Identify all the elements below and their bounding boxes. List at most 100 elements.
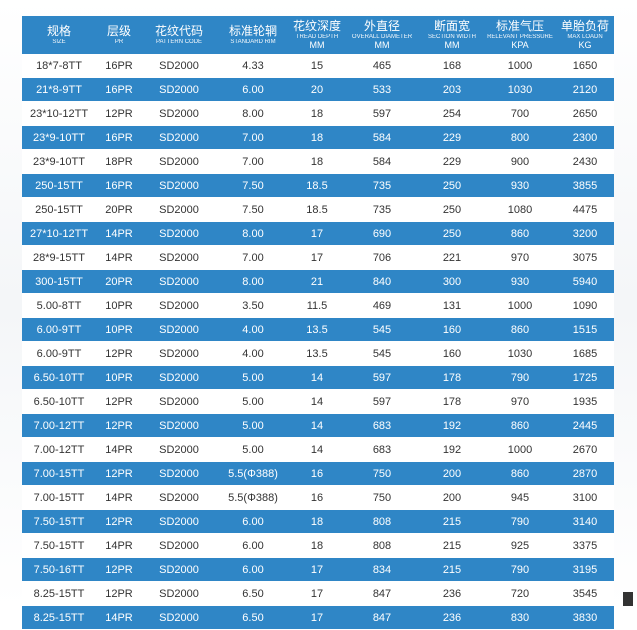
table-cell: 14PR [96,222,142,246]
table-cell: 17 [290,222,344,246]
table-cell: 23*10-12TT [22,102,96,126]
table-cell: 2120 [556,78,614,102]
table-cell: 2445 [556,414,614,438]
table-cell: SD2000 [142,510,216,534]
column-header: 外直径 OVERALL DIAMETER MM [344,16,420,54]
table-cell: 860 [484,462,556,486]
table-cell: 840 [344,270,420,294]
table-cell: 12PR [96,558,142,582]
table-cell: 6.00-9TT [22,342,96,366]
table-cell: 800 [484,126,556,150]
table-cell: 14PR [96,246,142,270]
table-cell: SD2000 [142,270,216,294]
table-cell: 3200 [556,222,614,246]
table-cell: 215 [420,510,484,534]
table-cell: 12PR [96,462,142,486]
table-cell: 7.50 [216,198,290,222]
table-cell: 847 [344,606,420,630]
table-cell: SD2000 [142,342,216,366]
table-cell: 1030 [484,342,556,366]
table-cell: 300-15TT [22,270,96,294]
table-row: 5.00-8TT 10PR SD2000 3.50 11.5 469 131 1000 1090 [22,294,614,318]
table-cell: 18 [290,534,344,558]
table-row: 250-15TT 16PR SD2000 7.50 18.5 735 250 930 3855 [22,174,614,198]
corner-mark-icon [623,592,633,606]
table-cell: 683 [344,438,420,462]
table-cell: 10PR [96,366,142,390]
table-cell: 203 [420,78,484,102]
table-cell: 3830 [556,606,614,630]
column-header-en: PR [114,39,124,45]
table-cell: SD2000 [142,558,216,582]
table-cell: SD2000 [142,318,216,342]
column-header-cn: 外直径 [363,19,400,33]
table-cell: 215 [420,534,484,558]
table-cell: 8.00 [216,270,290,294]
table-cell: 300 [420,270,484,294]
table-cell: 27*10-12TT [22,222,96,246]
table-cell: 790 [484,510,556,534]
table-cell: 750 [344,486,420,510]
table-cell: 1000 [484,438,556,462]
table-cell: 5.00 [216,390,290,414]
table-row: 8.25-15TT 14PR SD2000 6.50 17 847 236 830 3830 [22,606,614,630]
table-cell: 830 [484,606,556,630]
column-header-cn: 标准气压 [495,19,544,33]
table-cell: 6.00 [216,510,290,534]
table-cell: 808 [344,510,420,534]
table-cell: 2300 [556,126,614,150]
table-cell: 18.5 [290,198,344,222]
column-header-unit: KPA [511,40,529,50]
table-cell: 12PR [96,414,142,438]
table-cell: 20PR [96,198,142,222]
table-cell: 229 [420,150,484,174]
table-cell: 4.33 [216,54,290,78]
table-cell: 970 [484,246,556,270]
column-header: 花纹代码 PATTERN CODE [142,16,216,54]
table-cell: 221 [420,246,484,270]
table-cell: 7.00-15TT [22,462,96,486]
column-header-unit: MM [374,40,390,50]
table-cell: SD2000 [142,534,216,558]
table-cell: 10PR [96,318,142,342]
table-cell: 18.5 [290,174,344,198]
table-cell: SD2000 [142,582,216,606]
table-cell: 14 [290,438,344,462]
table-cell: 16 [290,486,344,510]
table-cell: 465 [344,54,420,78]
table-cell: SD2000 [142,78,216,102]
table-cell: 16PR [96,54,142,78]
table-cell: 1725 [556,366,614,390]
table-cell: 3075 [556,246,614,270]
table-cell: 790 [484,366,556,390]
table-cell: 229 [420,126,484,150]
table-cell: 1935 [556,390,614,414]
table-cell: 1650 [556,54,614,78]
table-cell: 160 [420,342,484,366]
table-cell: 7.00 [216,126,290,150]
table-row: 7.00-12TT 12PR SD2000 5.00 14 683 192 860 2445 [22,414,614,438]
table-cell: 5.5(Φ388) [216,462,290,486]
table-cell: 250-15TT [22,174,96,198]
table-cell: 8.00 [216,102,290,126]
table-cell: 700 [484,102,556,126]
table-cell: 17 [290,246,344,270]
table-row: 8.25-15TT 12PR SD2000 6.50 17 847 236 720 3545 [22,582,614,606]
table-cell: 12PR [96,582,142,606]
header-row: 规格 SIZE 层级 PR 花纹代码 PATTERN CODE 标准轮辋 STANDARD R… [22,16,614,54]
table-cell: 250 [420,198,484,222]
table-cell: 178 [420,366,484,390]
table-cell: 14PR [96,534,142,558]
table-cell: 1000 [484,54,556,78]
column-header-unit: MM [309,40,325,50]
table-cell: 790 [484,558,556,582]
table-cell: SD2000 [142,246,216,270]
table-row: 300-15TT 20PR SD2000 8.00 21 840 300 930 5940 [22,270,614,294]
table-cell: 834 [344,558,420,582]
table-cell: 12PR [96,510,142,534]
table-cell: 4.00 [216,342,290,366]
table-cell: 16 [290,462,344,486]
column-header-cn: 单胎负荷 [560,19,609,33]
table-cell: 14 [290,390,344,414]
table-cell: 597 [344,102,420,126]
